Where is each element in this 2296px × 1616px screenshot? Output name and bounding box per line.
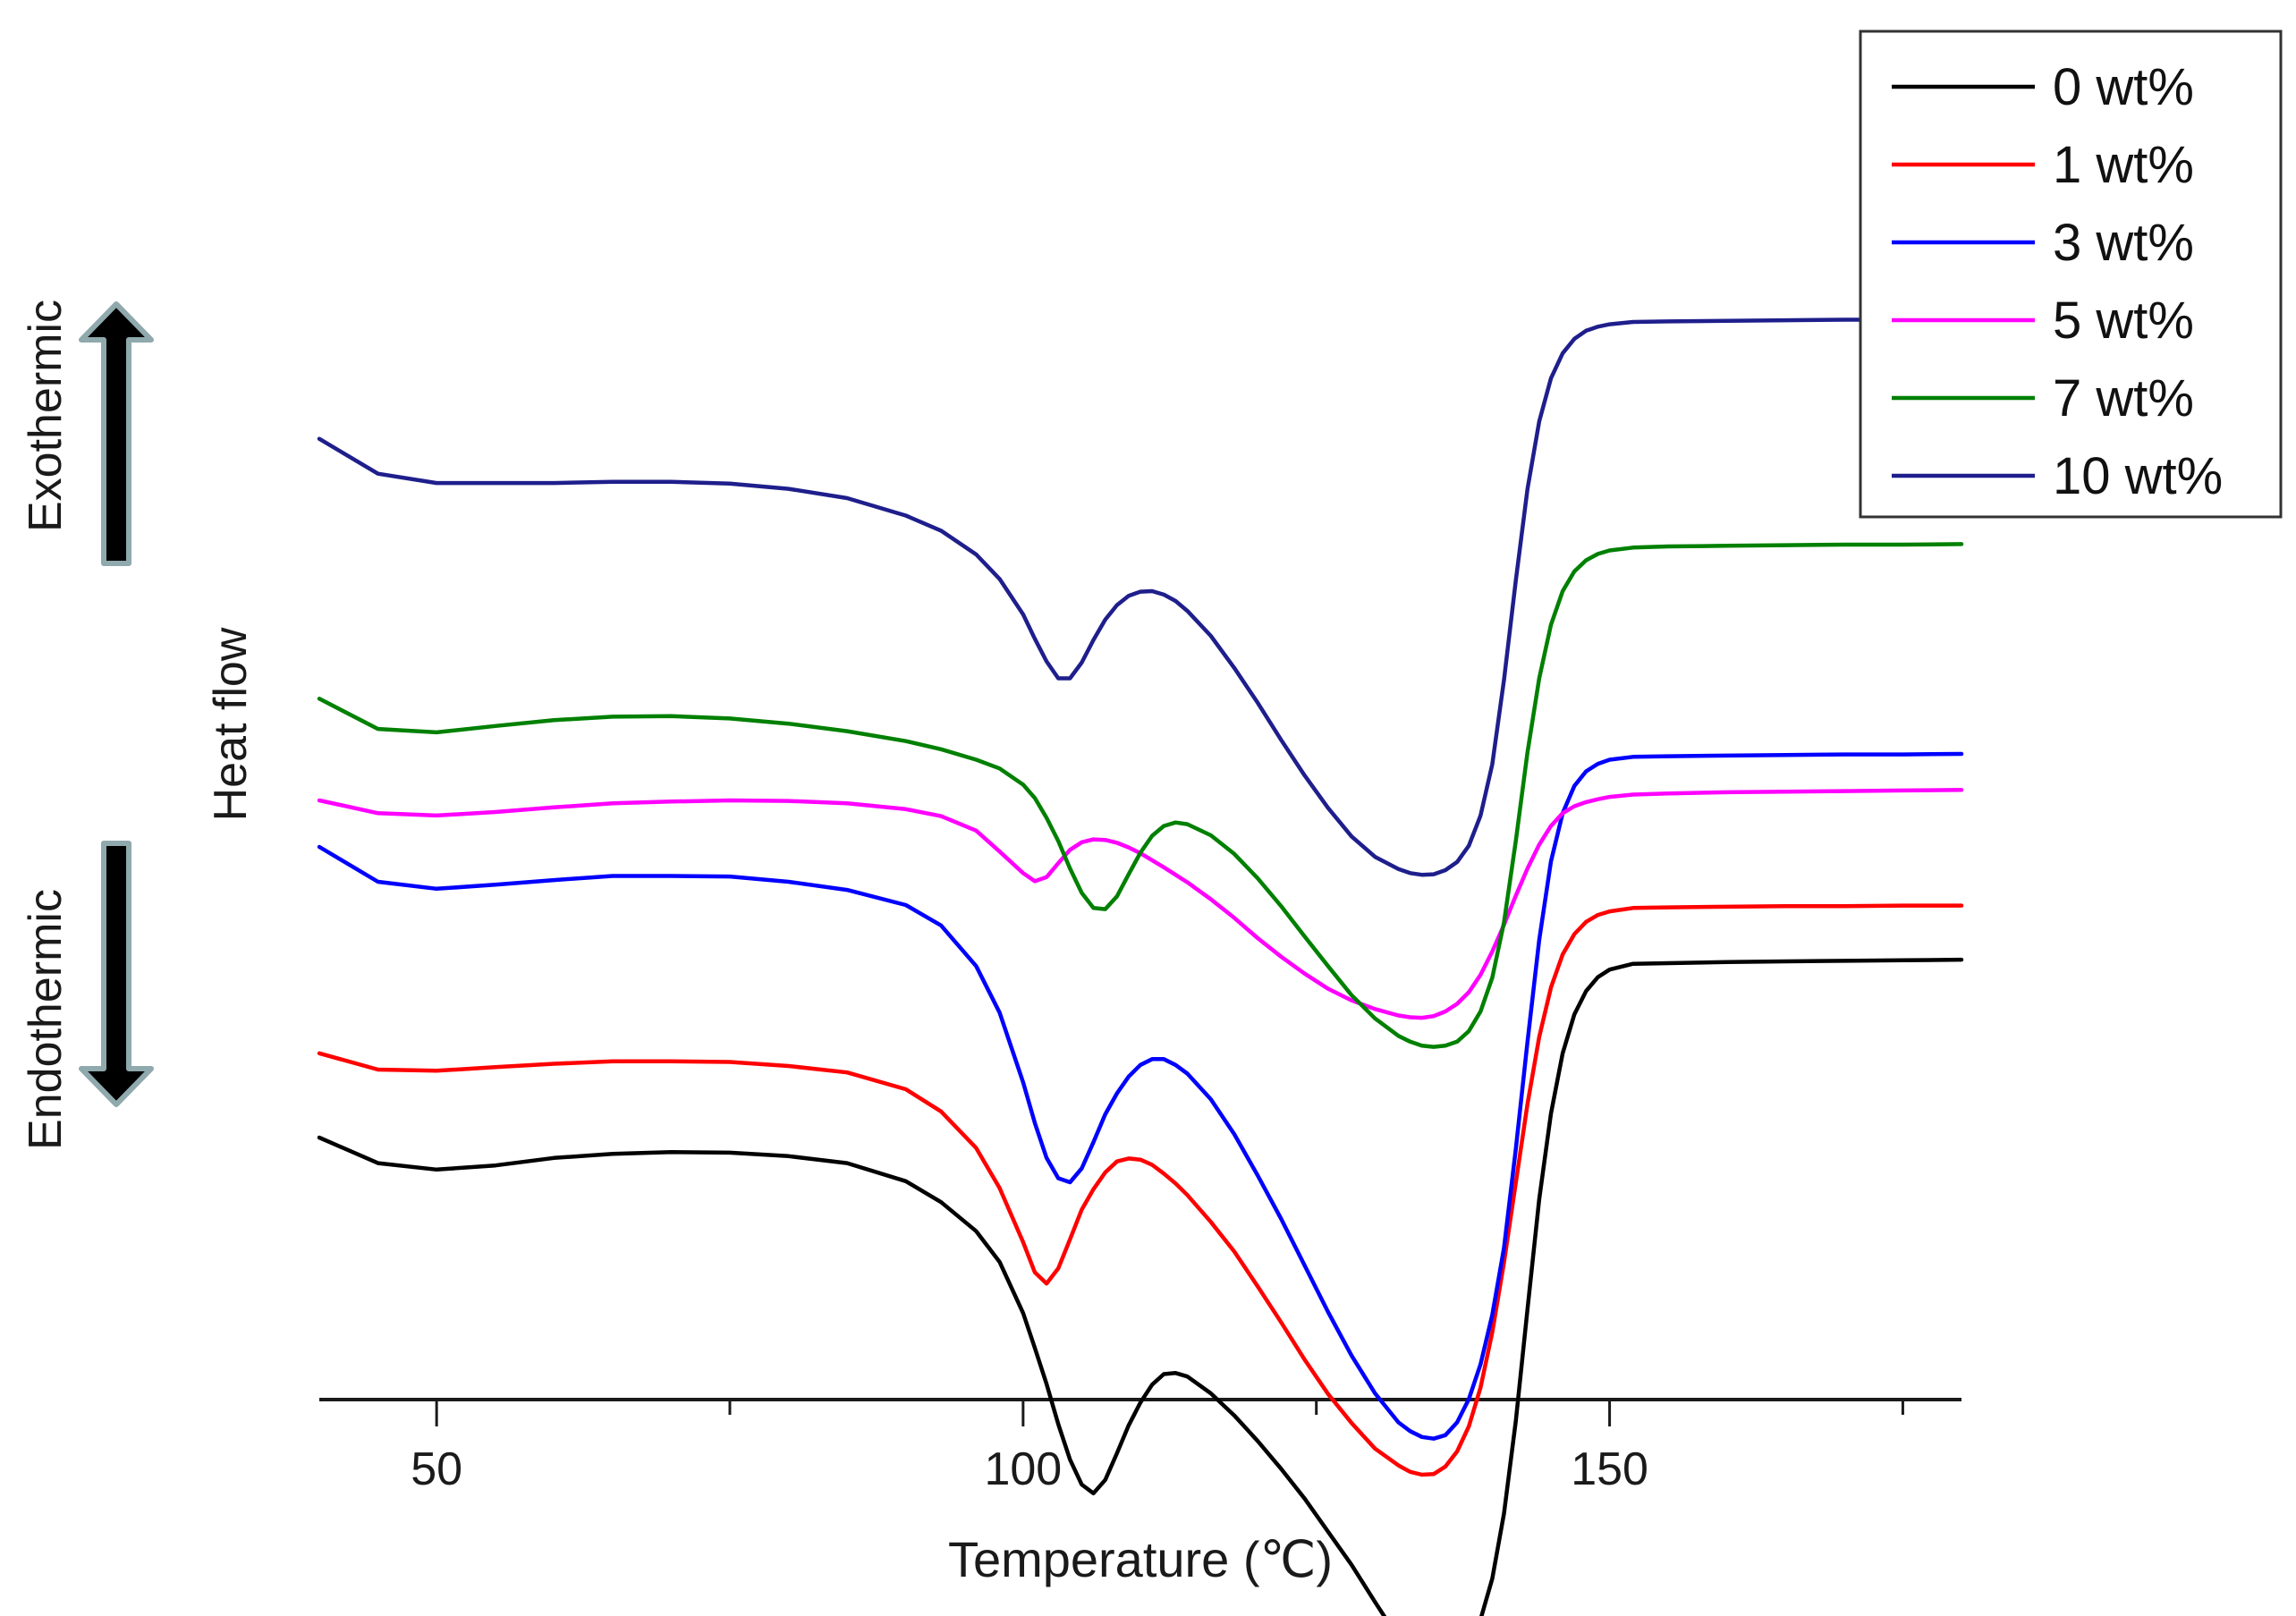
legend-label: 0 wt% <box>2053 58 2194 116</box>
x-tick-label: 150 <box>1571 1443 1648 1495</box>
legend-label: 1 wt% <box>2053 136 2194 194</box>
legend: 0 wt% 1 wt% 3 wt% 5 wt% 7 wt% 10 wt% <box>1859 30 2283 519</box>
x-axis-ticks: 50 100 150 <box>411 1400 1904 1495</box>
legend-label: 10 wt% <box>2053 447 2223 505</box>
series-line-7-wt <box>317 542 1964 1049</box>
series-line-0-wt <box>317 957 1964 1616</box>
x-tick-label: 100 <box>984 1443 1062 1495</box>
series-line-5-wt <box>317 788 1964 1020</box>
legend-label: 5 wt% <box>2053 292 2194 350</box>
series-layer <box>317 317 1964 1616</box>
x-tick-label: 50 <box>411 1443 462 1495</box>
series-line-3-wt <box>317 751 1964 1441</box>
endothermic-arrow-icon <box>79 841 154 1107</box>
series-line-1-wt <box>317 903 1964 1477</box>
legend-label: 7 wt% <box>2053 369 2194 427</box>
endothermic-label: Endothermic <box>20 889 72 1150</box>
legend-label: 3 wt% <box>2053 214 2194 272</box>
series-line-10-wt <box>317 317 1964 877</box>
legend-box <box>1859 30 2283 519</box>
exothermic-arrow-icon <box>79 301 154 566</box>
x-axis-label: Temperature (℃) <box>948 1531 1333 1587</box>
exothermic-label: Exothermic <box>20 300 72 532</box>
y-axis-label: Heat flow <box>205 627 257 821</box>
